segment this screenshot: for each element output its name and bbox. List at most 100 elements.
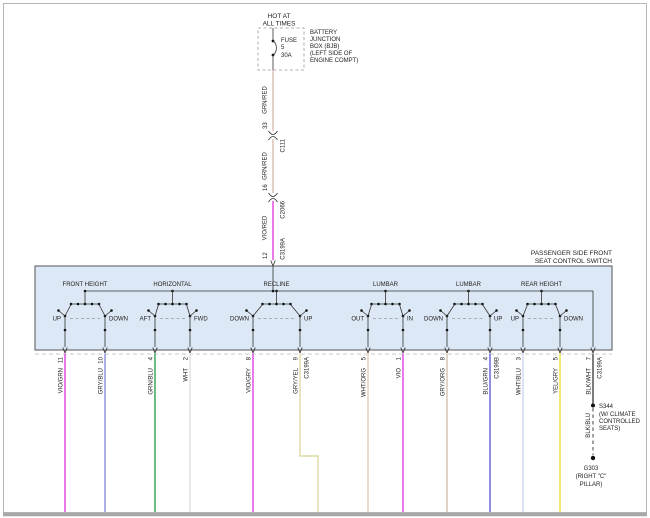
ground-wire-color-label: BLK/BLU <box>586 413 592 438</box>
pin-number-label: 8 <box>247 356 253 360</box>
contact-dot <box>453 302 456 306</box>
output-wire-gry-yel: 9 GRY/YEL C3199A <box>294 353 319 512</box>
pin-number-label: 5 <box>362 356 368 360</box>
contact-dot <box>515 309 518 312</box>
output-wire-gry-blu: 10 GRY/BLU <box>99 353 106 512</box>
inline-connector-c111-icon <box>268 130 278 141</box>
pin-number-label: 8 <box>441 356 447 360</box>
contact-dot <box>439 309 442 312</box>
contact-dot <box>97 302 101 306</box>
feed-wire-color-label: GRN/RED <box>263 152 269 180</box>
switch-title-line2: SEAT CONTROL SWITCH <box>535 258 612 265</box>
output-wire-blk-wht: 7 BLK/WHT C3199A <box>587 353 604 405</box>
output-wire-vio: 1 VIO <box>397 353 404 512</box>
switch-box-outline <box>34 265 613 351</box>
contact-dot <box>261 302 264 306</box>
fuse-number: 5 <box>281 45 285 51</box>
power-feed: HOT AT ALL TIMES FUSE 5 30A BATTERY JUNC… <box>257 13 358 268</box>
wire-color-label: WHT/BLU <box>517 368 523 395</box>
output-wires: 11 VIO/GRN 10 GRY/BLU 4 GRN/BLU 2 WHT 8 VIO/GRY 9 G… <box>59 353 604 512</box>
switch-section-1: HORIZONTAL AFT FWD <box>140 282 208 354</box>
contact-dot <box>90 302 94 306</box>
contact-dot <box>540 302 543 306</box>
direction-label: FWD <box>194 317 208 323</box>
feed-wire-color-label: GRN/RED <box>263 86 269 114</box>
fuse-rating: 30A <box>281 53 292 59</box>
output-wire-wht: 2 WHT <box>184 353 191 512</box>
splice-note-line: SEATS) <box>599 426 620 432</box>
pin-number-label: 4 <box>484 356 490 360</box>
switch-section-5: REAR HEIGHT UP DOWN <box>511 282 583 354</box>
feed-connector-name: C2066 <box>281 200 287 218</box>
contact-dot <box>360 309 363 312</box>
wire-color-label: BLK/WHT <box>587 368 593 395</box>
contact-dot <box>547 302 550 306</box>
contact-dot <box>245 309 248 312</box>
contact-dot <box>275 302 278 306</box>
wire-color-label: GRN/BLU <box>149 368 155 395</box>
contact-dot <box>171 302 174 306</box>
contact-dot <box>195 309 198 312</box>
wire-color-label: GRY/BLU <box>99 368 105 394</box>
pin-number-label: 10 <box>99 356 105 363</box>
splice-note-line: (W/ CLIMATE <box>599 412 636 418</box>
connector-name-label: C3199A <box>598 357 604 379</box>
wire-line <box>299 353 319 512</box>
contact-dot <box>188 328 192 332</box>
contact-dot <box>251 328 255 332</box>
wire-color-label: VIO/GRY <box>247 368 253 393</box>
contact-dot <box>481 302 484 306</box>
switch-section-title: LUMBAR <box>456 282 482 288</box>
pin-number-label: 9 <box>294 356 300 360</box>
inline-connector-c2066-icon <box>268 192 278 203</box>
wire-color-label: VIO <box>397 368 403 379</box>
wire-color-label: VIO/GRN <box>59 368 65 393</box>
contact-dot <box>268 302 271 306</box>
direction-label: AFT <box>140 317 152 323</box>
fuse-element-symbol <box>272 40 277 56</box>
seat-control-switch: PASSENGER SIDE FRONT SEAT CONTROL SWITCH… <box>34 250 613 355</box>
switch-section-0: FRONT HEIGHT UP DOWN <box>53 282 128 354</box>
feed-pin-number: 16 <box>263 184 269 191</box>
fuse-box: FUSE 5 30A <box>257 27 305 71</box>
contact-dot <box>401 328 405 332</box>
contact-dot <box>533 302 536 306</box>
switch-section-4: LUMBAR DOWN UP <box>424 282 502 354</box>
contact-dot <box>178 302 181 306</box>
fuse-label: FUSE <box>281 38 297 44</box>
feed-connector-name: C111 <box>281 138 287 152</box>
bjb-label: BATTERY JUNCTION BOX (BJB) (LEFT SIDE OF… <box>310 30 358 64</box>
feed-pin-number: 33 <box>263 122 269 129</box>
contact-dot <box>164 302 167 306</box>
contact-dot <box>526 302 529 306</box>
output-wire-wht-org: 5 WHT/ORG <box>362 353 369 512</box>
contact-dot <box>157 302 160 306</box>
direction-label: IN <box>407 317 413 323</box>
contact-dot <box>445 328 449 332</box>
contact-dot <box>147 309 150 312</box>
pin-number-label: 1 <box>397 356 403 360</box>
contact-dot <box>153 328 157 332</box>
bjb-label-line: (LEFT SIDE OF <box>310 51 353 57</box>
splice-note-line: CONTROLLED <box>599 419 641 425</box>
contact-dot <box>488 328 492 332</box>
ground-path: S344 (W/ CLIMATE CONTROLLED SEATS) BLK/B… <box>576 403 641 488</box>
switch-section-3: LUMBAR OUT IN <box>351 282 413 354</box>
pin-number-label: 3 <box>517 356 523 360</box>
bjb-label-line: BOX (BJB) <box>310 44 339 50</box>
contact-dot <box>103 328 107 332</box>
feed-connector-name: C3199A <box>281 238 287 260</box>
output-wire-grn-blu: 4 GRN/BLU <box>149 353 156 512</box>
wire-color-label: GRY/ORG <box>441 368 447 397</box>
direction-label: UP <box>494 317 502 323</box>
output-wire-yel-gry: 5 YEL/GRY <box>554 353 561 512</box>
contact-dot <box>298 328 302 332</box>
arrow-into-switch-icon <box>270 260 276 268</box>
pin-number-label: 5 <box>554 356 560 360</box>
wire-color-label: GRY/YEL <box>294 367 300 394</box>
contact-dot <box>69 302 73 306</box>
contact-dot <box>521 328 525 332</box>
pin-number-label: 11 <box>59 356 65 363</box>
contact-dot <box>474 302 477 306</box>
wire-color-label: BLU/GRN <box>484 368 490 395</box>
